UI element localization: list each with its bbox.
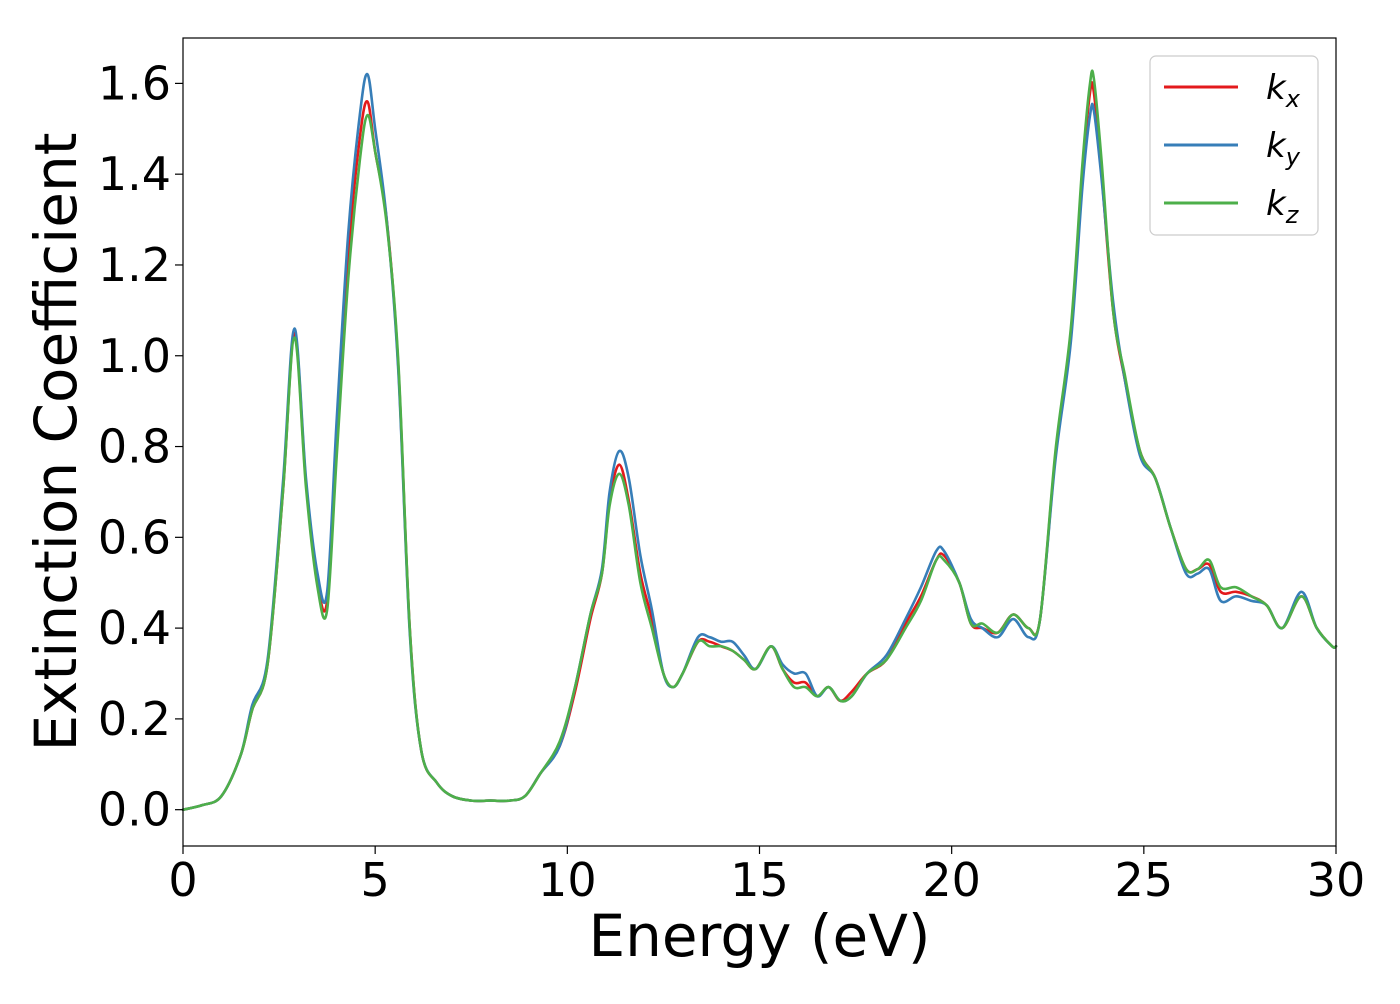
legend-label-ky: ky [1266, 126, 1301, 171]
y-tick-label: 0.6 [98, 510, 171, 564]
x-tick-label: 10 [538, 853, 597, 907]
y-tick-label: 0.8 [98, 420, 171, 474]
y-tick-label: 1.0 [98, 329, 171, 383]
x-axis-title: Energy (eV) [588, 902, 930, 970]
y-axis-ticks: 0.0 0.2 0.4 0.6 0.8 1.0 1.2 1.4 1.6 [98, 56, 183, 837]
y-tick-label: 0.4 [98, 601, 171, 655]
x-tick-label: 5 [361, 853, 390, 907]
x-tick-label: 20 [922, 853, 981, 907]
series-layer [181, 69, 1338, 811]
y-tick-label: 1.4 [98, 147, 171, 201]
legend-items: kx ky kz [1164, 68, 1301, 229]
legend: kx ky kz [1149, 55, 1319, 236]
y-tick-label: 0.0 [98, 783, 171, 837]
y-tick-label: 1.6 [98, 56, 171, 110]
x-tick-label: 25 [1115, 853, 1174, 907]
series-line-kz [181, 69, 1338, 811]
legend-label-kx: kx [1266, 68, 1301, 113]
x-tick-label: 15 [730, 853, 789, 907]
y-tick-label: 1.2 [98, 238, 171, 292]
x-axis-ticks: 0 5 10 15 20 25 30 [168, 846, 1365, 907]
x-tick-label: 30 [1307, 853, 1366, 907]
x-tick-label: 0 [168, 853, 197, 907]
plot-area-background [183, 38, 1336, 846]
y-tick-label: 0.2 [98, 692, 171, 746]
legend-label-kz: kz [1266, 184, 1300, 229]
y-axis-title: Extinction Coefficient [22, 133, 90, 752]
